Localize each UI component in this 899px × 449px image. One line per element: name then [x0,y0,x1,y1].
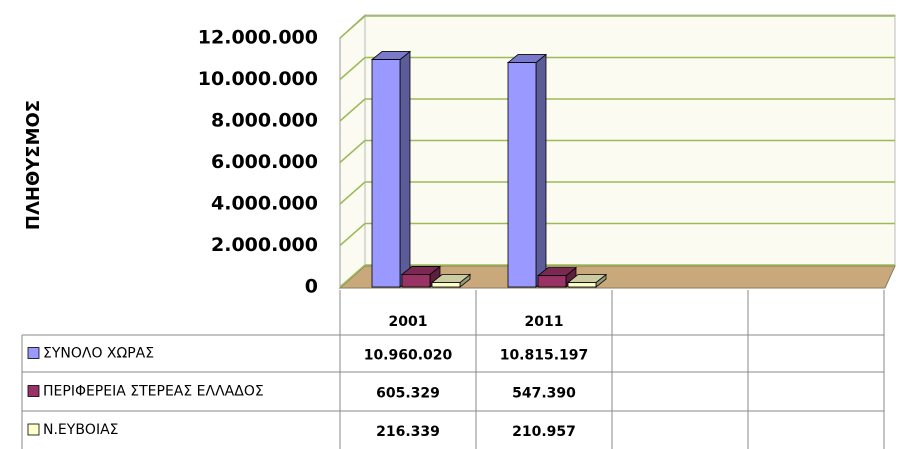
grid-line-side [339,222,366,247]
legend-label: ΣΥΝΟΛΟ ΧΩΡΑΣ [43,346,154,362]
bar-side [535,53,547,288]
table-value: 216.339 [376,424,440,440]
bar [371,59,401,288]
bar [431,282,461,288]
floor [338,265,896,289]
table-value: 605.329 [376,386,440,402]
table-value: 210.957 [512,424,576,440]
bar [537,275,567,288]
y-tick-label: 8.000.000 [211,110,318,132]
bar-side [399,50,411,288]
legend-label: ΠΕΡΙΦΕΡΕΙΑ ΣΤΕΡΕΑΣ ΕΛΛΑΔΟΣ [43,384,264,400]
legend-swatch [27,385,40,397]
y-tick-label: 4.000.000 [211,193,318,215]
grid-line-side [339,181,366,205]
y-tick-label: 6.000.000 [211,151,318,173]
bar [401,274,431,288]
grid-line-side [339,264,366,288]
legend-swatch [27,347,40,359]
legend-swatch [27,423,40,436]
y-tick-label: 0 [305,276,318,298]
y-tick-label: 2.000.000 [211,234,318,256]
y-tick-label: 12.000.000 [198,27,318,49]
y-axis-title: ΠΛΗΘΥΣΜΟΣ [23,100,44,230]
legend-label: Ν.ΕΥΒΟΙΑΣ [43,422,119,438]
table-value: 547.390 [512,386,576,402]
bar [507,62,537,288]
grid-line-side [339,139,366,164]
grid-line-side [339,98,366,122]
grid-line-side [339,56,366,81]
table-value: 10.960.020 [364,348,453,364]
grid-line-side [339,15,366,39]
x-tick-label: 2011 [525,314,564,330]
bar [567,282,597,288]
table-value: 10.815.197 [500,348,589,364]
x-tick-label: 2001 [389,314,428,330]
y-tick-label: 10.000.000 [198,68,318,90]
